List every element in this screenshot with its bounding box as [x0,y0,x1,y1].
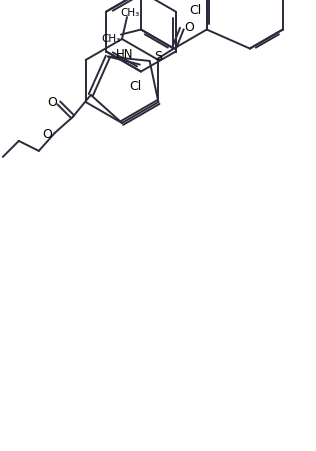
Text: S: S [154,51,162,63]
Text: HN: HN [116,48,134,61]
Text: O: O [184,21,194,34]
Text: CH₃: CH₃ [101,33,121,43]
Text: O: O [42,128,52,141]
Text: O: O [47,96,57,109]
Text: CH₃: CH₃ [120,8,140,18]
Text: Cl: Cl [129,80,141,93]
Text: Cl: Cl [190,4,202,17]
